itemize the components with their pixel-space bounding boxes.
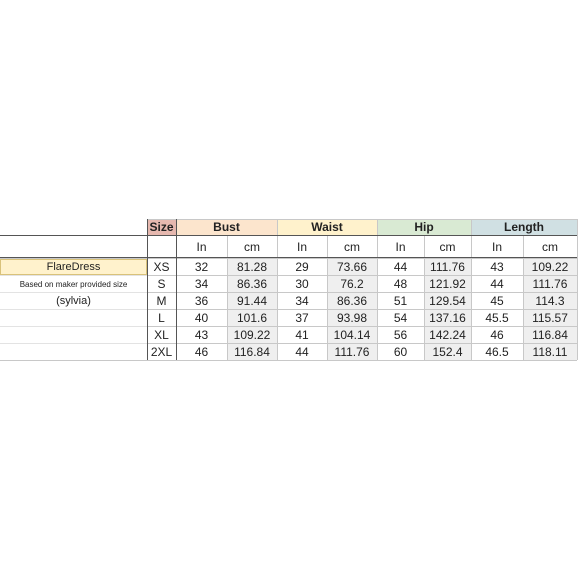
grid-line [0, 343, 147, 344]
value-cell-bust_cm: 81.28 [227, 258, 277, 275]
grid-line [147, 309, 577, 310]
grid-line [0, 326, 147, 327]
size-cell: S [157, 276, 166, 291]
size-cell: L [158, 310, 165, 325]
value-cell-length_in: 45.5 [485, 310, 509, 325]
unit-header-hip_in: In [395, 239, 406, 254]
grid-line [277, 219, 278, 360]
grid-line [147, 219, 577, 220]
grid-line [424, 235, 425, 360]
size-cell: 2XL [150, 344, 173, 359]
value-cell-length_cm: 114.3 [523, 292, 577, 309]
header-size: Size [147, 219, 176, 235]
value-cell-hip_in: 54 [393, 310, 408, 325]
value-cell-length_in: 46.5 [485, 344, 509, 359]
value-cell-length_in: 46 [490, 327, 504, 342]
value-cell-length_cm: 115.57 [523, 309, 577, 326]
grid-line [0, 257, 577, 258]
unit-header-waist_cm: cm [344, 239, 360, 254]
unit-header-waist_in: In [296, 239, 307, 254]
value-cell-bust_in: 36 [194, 293, 209, 308]
value-cell-hip_in: 56 [393, 327, 408, 342]
value-cell-bust_in: 40 [194, 310, 209, 325]
model-name: (sylvia) [56, 294, 91, 307]
grid-line [0, 309, 147, 310]
value-cell-length_cm: 109.22 [523, 258, 577, 275]
value-cell-waist_in: 44 [295, 344, 309, 359]
value-cell-waist_in: 30 [295, 276, 309, 291]
product-name: FlareDress [0, 259, 147, 275]
value-cell-waist_in: 37 [295, 310, 309, 325]
value-cell-hip_cm: 111.76 [424, 258, 471, 275]
value-cell-length_in: 45 [490, 293, 504, 308]
value-cell-bust_cm: 86.36 [227, 275, 277, 292]
value-cell-bust_in: 43 [194, 327, 209, 342]
grid-line [0, 235, 577, 236]
header-hip: Hip [377, 219, 471, 235]
value-cell-hip_in: 60 [393, 344, 408, 359]
unit-header-length_in: In [491, 239, 502, 254]
grid-line [0, 258, 577, 259]
grid-line [147, 219, 148, 360]
grid-line [147, 275, 577, 276]
grid-line [0, 360, 577, 361]
unit-header-length_cm: cm [542, 239, 558, 254]
value-cell-bust_cm: 116.84 [227, 343, 277, 360]
value-cell-bust_cm: 109.22 [227, 326, 277, 343]
value-cell-hip_in: 48 [393, 276, 408, 291]
grid-line [523, 235, 524, 360]
unit-header-bust_cm: cm [244, 239, 260, 254]
grid-line [0, 275, 147, 276]
value-cell-bust_cm: 91.44 [227, 292, 277, 309]
value-cell-hip_cm: 137.16 [424, 309, 471, 326]
value-cell-waist_cm: 93.98 [327, 309, 377, 326]
value-cell-bust_cm: 101.6 [227, 309, 277, 326]
value-cell-bust_in: 32 [194, 259, 209, 274]
grid-line [327, 235, 328, 360]
grid-line [577, 219, 578, 360]
header-bust: Bust [176, 219, 277, 235]
value-cell-bust_in: 34 [194, 276, 209, 291]
value-cell-waist_in: 29 [295, 259, 309, 274]
value-cell-waist_cm: 73.66 [327, 258, 377, 275]
grid-line [0, 292, 147, 293]
grid-line [147, 343, 577, 344]
value-cell-waist_in: 41 [295, 327, 309, 342]
header-waist: Waist [277, 219, 377, 235]
grid-line [471, 219, 472, 360]
value-cell-length_cm: 111.76 [523, 275, 577, 292]
value-cell-bust_in: 46 [194, 344, 209, 359]
grid-line [227, 235, 228, 360]
value-cell-hip_cm: 121.92 [424, 275, 471, 292]
value-cell-waist_cm: 111.76 [327, 343, 377, 360]
unit-header-hip_cm: cm [439, 239, 456, 254]
value-cell-waist_in: 34 [295, 293, 309, 308]
grid-line [176, 219, 177, 360]
value-cell-waist_cm: 76.2 [327, 275, 377, 292]
value-cell-waist_cm: 86.36 [327, 292, 377, 309]
header-length: Length [471, 219, 577, 235]
grid-line [377, 219, 378, 360]
unit-header-bust_in: In [196, 239, 207, 254]
size-cell: XL [154, 327, 169, 342]
value-cell-waist_cm: 104.14 [327, 326, 377, 343]
value-cell-length_cm: 116.84 [523, 326, 577, 343]
product-note: Based on maker provided size [19, 280, 128, 289]
value-cell-length_in: 44 [490, 276, 504, 291]
value-cell-hip_cm: 129.54 [424, 292, 471, 309]
value-cell-hip_in: 44 [393, 259, 408, 274]
value-cell-length_cm: 118.11 [523, 343, 577, 360]
grid-line [147, 326, 577, 327]
size-cell: M [156, 293, 167, 308]
size-cell: XS [153, 259, 170, 274]
value-cell-hip_cm: 152.4 [424, 343, 471, 360]
value-cell-hip_cm: 142.24 [424, 326, 471, 343]
value-cell-length_in: 43 [490, 259, 504, 274]
grid-line [147, 292, 577, 293]
value-cell-hip_in: 51 [393, 293, 408, 308]
